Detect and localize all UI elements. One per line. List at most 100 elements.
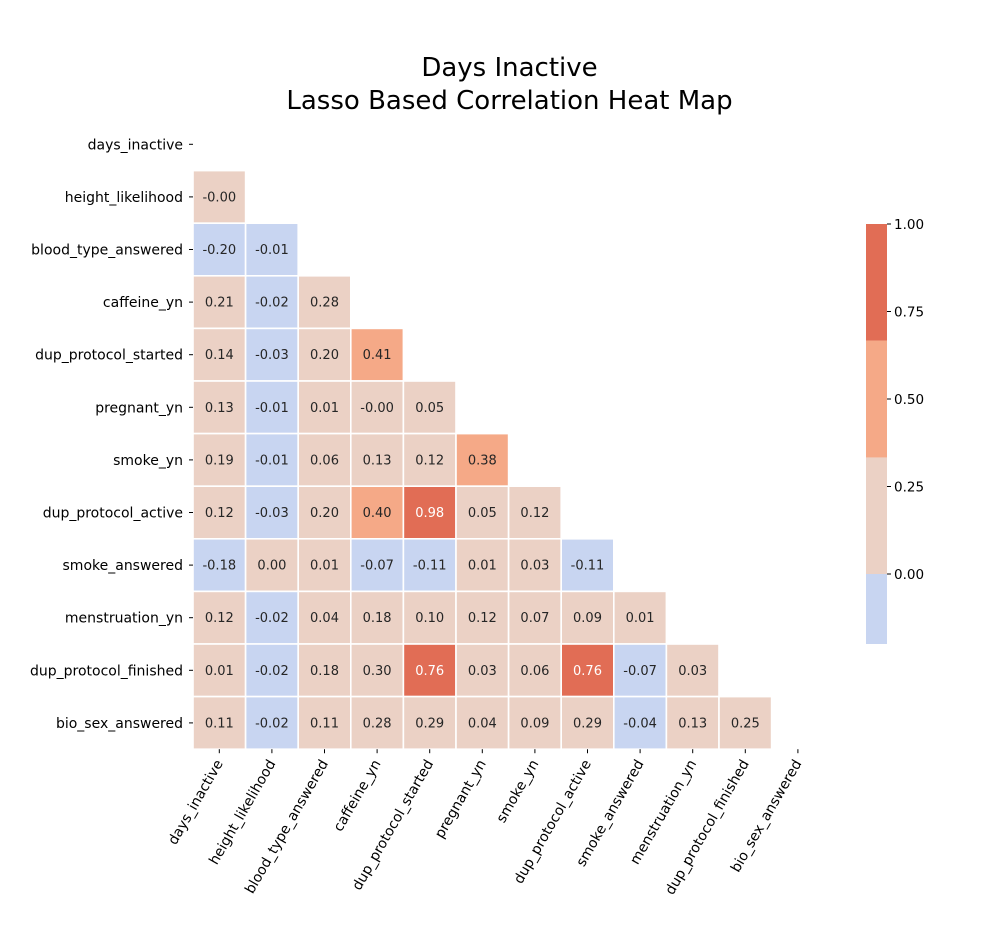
heatmap-cell-value: 0.29 <box>573 716 602 731</box>
heatmap-cell-value: -0.02 <box>255 611 289 626</box>
heatmap-cell <box>349 643 405 698</box>
heatmap-cell-value: 0.04 <box>310 611 339 626</box>
y-tick-label: dup_protocol_started <box>35 348 183 364</box>
heatmap-cell-value: -0.07 <box>623 664 657 679</box>
y-tick-label: blood_type_answered <box>31 243 183 259</box>
heatmap-cell-value: 0.41 <box>363 348 392 363</box>
heatmap-cell-value: -0.02 <box>255 664 289 679</box>
heatmap-cell-value: 0.18 <box>363 611 392 626</box>
heatmap-cell-value: 0.12 <box>415 453 444 468</box>
heatmap-cell-value: 0.12 <box>520 506 549 521</box>
heatmap-cell-value: 0.25 <box>731 716 760 731</box>
heatmap-cell-value: 0.12 <box>205 611 234 626</box>
x-tick-label: pregnant_yn <box>432 757 490 841</box>
heatmap-cell-value: 0.03 <box>520 559 549 574</box>
heatmap-cell-value: -0.03 <box>255 348 289 363</box>
heatmap-cell <box>612 695 668 750</box>
colorbar-band <box>866 224 887 341</box>
heatmap-cell <box>192 537 247 593</box>
heatmap-cell-value: -0.01 <box>255 243 289 258</box>
heatmap-cell <box>612 590 668 645</box>
heatmap-cell <box>402 432 457 488</box>
colorbar-tick-label: 1.00 <box>894 217 924 233</box>
heatmap-cell-value: 0.06 <box>520 664 549 679</box>
heatmap-cell <box>244 695 300 750</box>
heatmap-cell-value: 0.01 <box>310 401 339 416</box>
heatmap-cell <box>192 222 247 277</box>
heatmap-cell-value: -0.11 <box>413 559 447 574</box>
heatmap-cell-value: 0.29 <box>415 716 444 731</box>
y-tick-label: dup_protocol_active <box>43 506 183 522</box>
heatmap-cell <box>297 537 352 593</box>
heatmap-cell-value: 0.14 <box>205 348 234 363</box>
heatmap-cell-value: 0.13 <box>205 401 234 416</box>
heatmap-cell <box>244 432 300 488</box>
colorbar-band <box>866 574 887 644</box>
heatmap-cell <box>560 537 615 593</box>
heatmap-cell <box>455 643 510 698</box>
heatmap-cell <box>192 643 247 698</box>
heatmap-cell-value: 0.40 <box>363 506 392 521</box>
heatmap-cell-value: 0.76 <box>415 664 444 679</box>
heatmap-cell <box>192 485 247 540</box>
heatmap-cell-value: -0.02 <box>255 716 289 731</box>
y-tick-label: caffeine_yn <box>103 295 183 311</box>
heatmap-cell <box>297 274 352 330</box>
colorbar-band <box>866 457 887 574</box>
y-axis-tick-labels: days_inactive height_likelihood blood_type… <box>30 137 193 732</box>
heatmap-cell-value: 0.12 <box>205 506 234 521</box>
heatmap-cell <box>349 327 405 382</box>
heatmap-cell-value: 0.01 <box>205 664 234 679</box>
heatmap-cell-value: 0.06 <box>310 453 339 468</box>
heatmap-cell <box>402 643 457 698</box>
heatmap-cell-value: 0.20 <box>310 348 339 363</box>
y-tick-label: height_likelihood <box>65 190 183 206</box>
heatmap-cell-value: 0.01 <box>626 611 655 626</box>
heatmap-cell-value: 0.01 <box>310 559 339 574</box>
heatmap-cell <box>455 485 510 540</box>
heatmap-cell-value: -0.11 <box>571 559 605 574</box>
heatmap-cell <box>192 590 247 645</box>
heatmap-cell-value: -0.00 <box>202 190 236 205</box>
heatmap-cell-value: -0.18 <box>202 559 236 574</box>
y-tick-label: bio_sex_answered <box>56 716 183 732</box>
heatmap-cell <box>349 380 405 435</box>
heatmap-cell-value: 0.03 <box>468 664 497 679</box>
y-tick-label: smoke_answered <box>63 558 183 574</box>
heatmap-cell-value: 0.20 <box>310 506 339 521</box>
heatmap-cell-value: 0.11 <box>310 716 339 731</box>
heatmap-cell-value: -0.20 <box>202 243 236 258</box>
heatmap-cell <box>455 590 510 645</box>
heatmap-cell-value: -0.07 <box>360 559 394 574</box>
heatmap-cell <box>244 380 300 435</box>
colorbar-tick-label: 0.00 <box>894 567 924 583</box>
heatmap-cell <box>718 695 773 750</box>
heatmap-cell-value: 0.98 <box>415 506 444 521</box>
heatmap-cell <box>612 643 668 698</box>
heatmap-cell-value: 0.13 <box>363 453 392 468</box>
heatmap-cell <box>560 643 615 698</box>
heatmap-cell <box>507 695 563 750</box>
heatmap-cell-value: 0.05 <box>468 506 497 521</box>
heatmap-cell-value: 0.19 <box>205 453 234 468</box>
heatmap-cell <box>349 695 405 750</box>
colorbar-tick-label: 0.50 <box>894 392 924 408</box>
heatmap-cell <box>297 643 352 698</box>
heatmap-cell-value: -0.00 <box>360 401 394 416</box>
heatmap-cell-value: -0.04 <box>623 716 657 731</box>
heatmap-cell-value: 0.30 <box>363 664 392 679</box>
x-tick-label: caffeine_yn <box>331 757 385 834</box>
colorbar-tick-label: 0.25 <box>894 480 924 496</box>
heatmap-cell <box>192 695 247 750</box>
heatmap-cell-value: 0.03 <box>678 664 707 679</box>
heatmap-cell-value: -0.03 <box>255 506 289 521</box>
heatmap-cell-value: 0.01 <box>468 559 497 574</box>
heatmap-cell-value: 0.04 <box>468 716 497 731</box>
heatmap-cell <box>349 432 405 488</box>
heatmap-cell-value: -0.01 <box>255 401 289 416</box>
x-tick-label: days_inactive <box>165 757 227 848</box>
heatmap-cell-value: 0.11 <box>205 716 234 731</box>
heatmap-cell-value: 0.05 <box>415 401 444 416</box>
heatmap-cell-value: 0.12 <box>468 611 497 626</box>
